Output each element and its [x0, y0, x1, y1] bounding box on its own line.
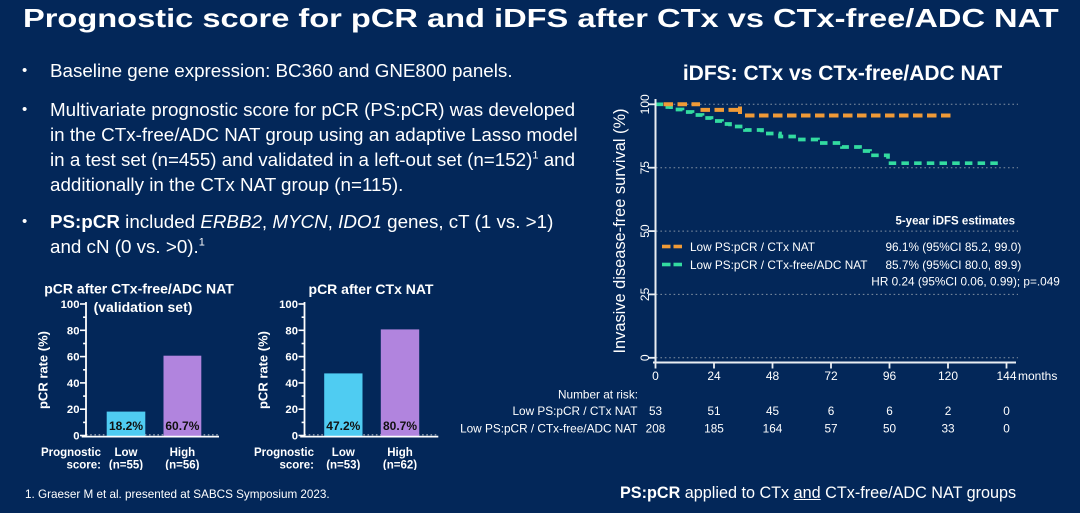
svg-text:50: 50	[638, 224, 652, 238]
svg-text:50: 50	[883, 422, 897, 436]
svg-text:80.7%: 80.7%	[383, 419, 417, 433]
svg-text:0: 0	[1003, 422, 1010, 436]
svg-text:185: 185	[704, 422, 724, 436]
svg-text:(n=62): (n=62)	[383, 460, 417, 471]
svg-text:Low: Low	[332, 447, 355, 459]
svg-text:53: 53	[649, 404, 663, 418]
svg-text:(n=53): (n=53)	[326, 460, 360, 471]
svg-text:2: 2	[945, 404, 952, 418]
svg-text:6: 6	[886, 404, 893, 418]
svg-text:60.7%: 60.7%	[165, 419, 199, 433]
svg-text:80: 80	[285, 325, 298, 337]
svg-text:0: 0	[638, 354, 652, 361]
svg-text:60: 60	[285, 352, 298, 364]
svg-text:25: 25	[638, 287, 652, 301]
svg-text:months: months	[1018, 369, 1057, 383]
svg-text:0: 0	[292, 431, 298, 443]
svg-text:80: 80	[67, 325, 80, 337]
svg-text:score:: score:	[66, 460, 101, 471]
svg-text:96.1% (95%CI 85.2, 99.0): 96.1% (95%CI 85.2, 99.0)	[886, 240, 1022, 254]
svg-text:40: 40	[67, 378, 80, 390]
svg-text:18.2%: 18.2%	[109, 419, 143, 433]
svg-text:47.2%: 47.2%	[326, 419, 360, 433]
svg-text:0: 0	[652, 369, 659, 383]
svg-text:75: 75	[638, 161, 652, 175]
svg-text:48: 48	[766, 369, 780, 383]
svg-text:Low PS:pCR / CTx NAT: Low PS:pCR / CTx NAT	[690, 240, 815, 254]
svg-text:Prognostic: Prognostic	[41, 447, 102, 459]
svg-text:pCR after CTx NAT: pCR after CTx NAT	[309, 281, 434, 297]
svg-text:85.7% (95%CI 80.0, 89.9): 85.7% (95%CI 80.0, 89.9)	[886, 258, 1022, 272]
svg-text:pCR rate (%): pCR rate (%)	[256, 331, 271, 409]
svg-text:Low: Low	[115, 447, 138, 459]
svg-text:24: 24	[707, 369, 721, 383]
svg-text:5-year iDFS estimates: 5-year iDFS estimates	[895, 215, 1015, 227]
svg-text:57: 57	[824, 422, 837, 436]
svg-text:High: High	[170, 447, 196, 459]
svg-text:72: 72	[824, 369, 838, 383]
svg-text:pCR after CTx-free/ADC NAT: pCR after CTx-free/ADC NAT	[44, 281, 234, 297]
svg-text:164: 164	[763, 422, 783, 436]
svg-text:208: 208	[646, 422, 666, 436]
svg-text:Low PS:pCR / CTx NAT: Low PS:pCR / CTx NAT	[513, 404, 638, 418]
svg-text:iDFS: CTx vs CTx-free/ADC NAT: iDFS: CTx vs CTx-free/ADC NAT	[683, 62, 1002, 85]
svg-text:40: 40	[285, 378, 298, 390]
svg-text:Invasive disease-free survival: Invasive disease-free survival (%)	[611, 108, 629, 353]
svg-text:Number at risk:: Number at risk:	[558, 388, 638, 402]
svg-text:96: 96	[883, 369, 897, 383]
svg-text:High: High	[387, 447, 413, 459]
svg-text:144: 144	[996, 369, 1016, 383]
svg-text:33: 33	[941, 422, 955, 436]
svg-text:Low PS:pCR / CTx-free/ADC NAT: Low PS:pCR / CTx-free/ADC NAT	[460, 422, 637, 436]
svg-text:100: 100	[61, 299, 80, 311]
svg-text:pCR rate (%): pCR rate (%)	[36, 331, 51, 409]
svg-text:0: 0	[1003, 404, 1010, 418]
svg-text:score:: score:	[279, 460, 314, 471]
svg-text:(n=55): (n=55)	[109, 460, 143, 471]
svg-text:6: 6	[828, 404, 835, 418]
svg-text:20: 20	[67, 404, 80, 416]
svg-text:(n=56): (n=56)	[165, 460, 199, 471]
svg-text:60: 60	[67, 352, 80, 364]
svg-text:0: 0	[73, 431, 79, 443]
svg-text:Prognostic: Prognostic	[254, 447, 315, 459]
svg-text:100: 100	[638, 94, 652, 114]
svg-text:HR 0.24 (95%CI 0.06, 0.99); p=: HR 0.24 (95%CI 0.06, 0.99); p=.049	[871, 274, 1060, 288]
svg-text:(validation set): (validation set)	[94, 299, 193, 315]
svg-text:45: 45	[766, 404, 780, 418]
svg-text:20: 20	[285, 404, 298, 416]
svg-text:100: 100	[279, 299, 298, 311]
svg-text:Low PS:pCR / CTx-free/ADC NAT: Low PS:pCR / CTx-free/ADC NAT	[690, 258, 867, 272]
svg-text:51: 51	[707, 404, 720, 418]
svg-text:120: 120	[938, 369, 958, 383]
